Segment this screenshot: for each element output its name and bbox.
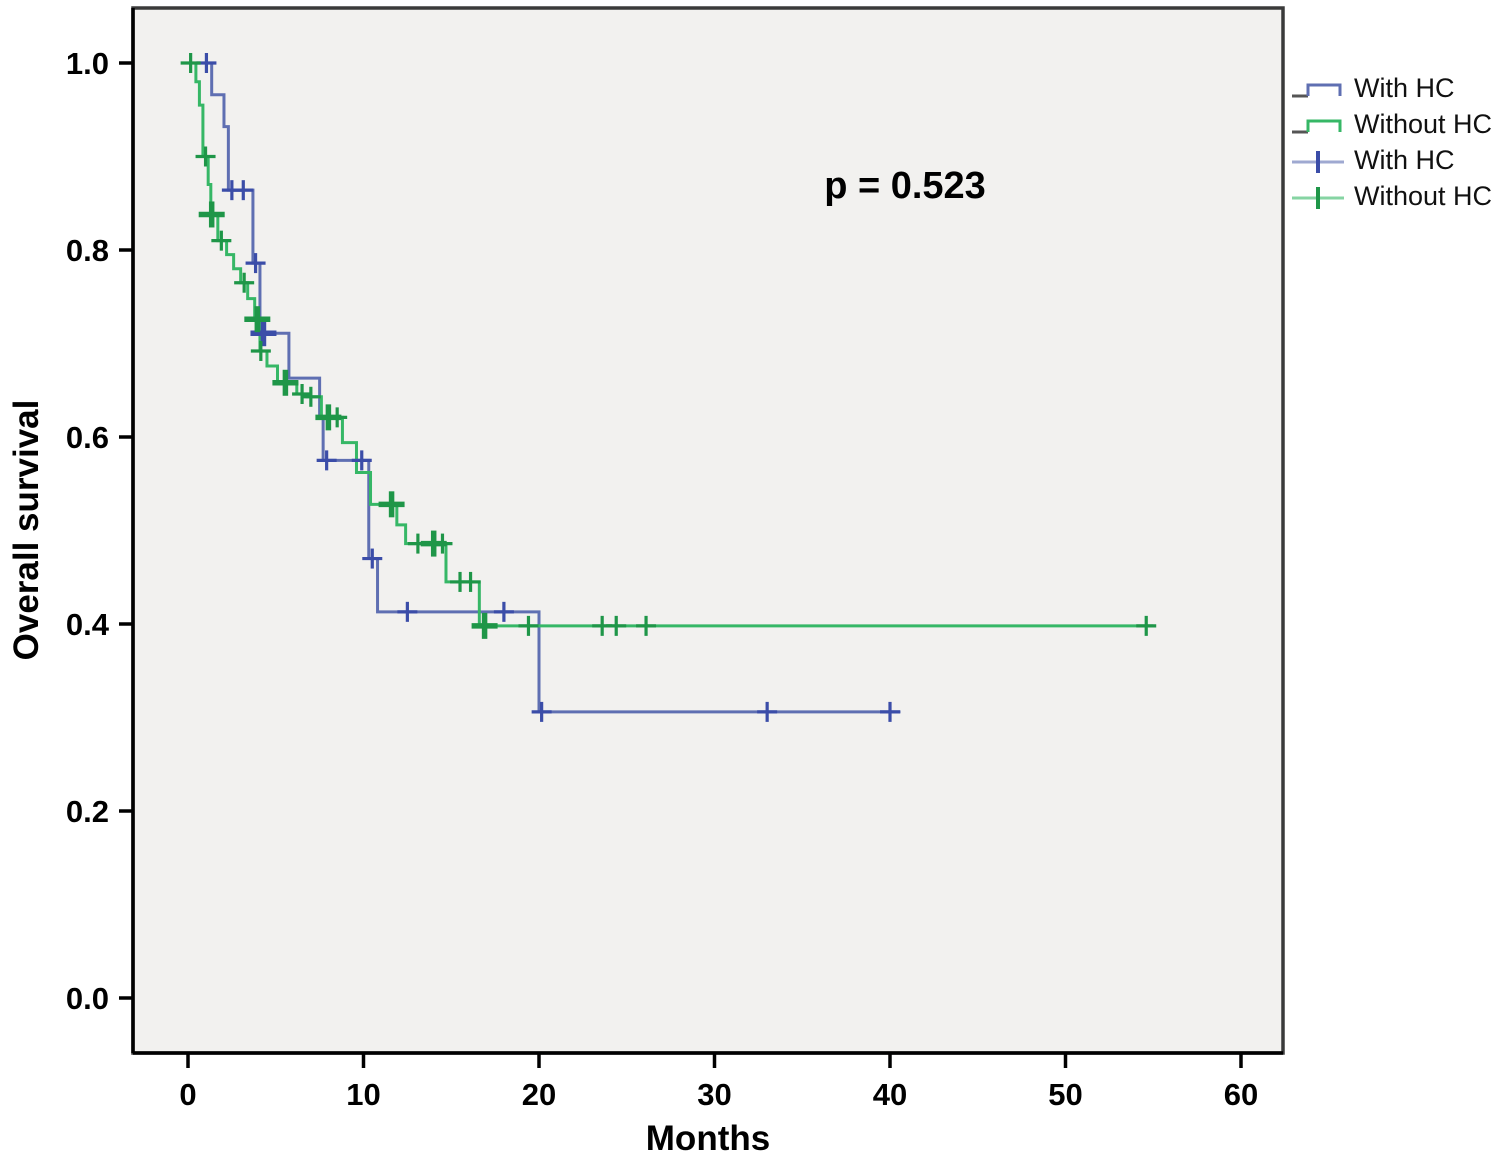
step-line-glyph-color (1306, 119, 1342, 132)
censor-marks (180, 53, 1157, 722)
censor-mark (351, 450, 372, 471)
y-tick-label: 0.6 (66, 420, 109, 455)
censor-plus-glyph (1292, 187, 1344, 209)
y-tick-label: 1.0 (66, 46, 109, 81)
censor-mark (362, 548, 383, 569)
censor-mark (233, 180, 254, 201)
legend-item-label: Without HC (1354, 181, 1492, 211)
censor-mark (636, 615, 657, 636)
legend-item-with-hc-line: With HC (1292, 73, 1455, 103)
censor-mark (211, 230, 232, 251)
censor-mark (316, 450, 337, 471)
censor-mark (460, 571, 481, 592)
censor-mark (198, 201, 225, 228)
km-curve-with-hc (188, 61, 901, 714)
censor-mark (245, 253, 266, 274)
x-tick-label: 60 (1224, 1077, 1258, 1112)
x-axis-ticks: 0 10 20 30 40 50 60 (179, 1053, 1258, 1112)
censor-mark (250, 340, 271, 361)
censor-mark (195, 146, 216, 167)
legend-item-label: Without HC (1354, 109, 1492, 139)
censor-mark (880, 701, 900, 722)
legend-item-label: With HC (1354, 145, 1455, 175)
y-tick-label: 0.2 (66, 794, 109, 829)
censor-mark (300, 386, 321, 407)
y-tick-label: 0.0 (66, 981, 109, 1016)
censor-mark (327, 407, 348, 428)
x-axis-title: Months (646, 1119, 770, 1158)
y-axis-ticks: 0.0 0.2 0.4 0.6 0.8 1.0 (66, 46, 133, 1016)
censor-mark (432, 533, 453, 554)
legend-item-with-hc-censored: With HC (1292, 145, 1455, 175)
censor-mark (471, 612, 498, 639)
x-tick-label: 20 (522, 1077, 556, 1112)
censor-mark (272, 369, 299, 396)
censor-mark (397, 601, 418, 622)
y-tick-label: 0.4 (66, 607, 110, 642)
censor-mark (531, 701, 552, 722)
censor-plus-glyph (1292, 151, 1344, 173)
censor-mark (250, 320, 277, 347)
legend-item-label: With HC (1354, 73, 1455, 103)
y-axis-title: Overall survival (7, 400, 46, 661)
x-tick-label: 0 (179, 1077, 196, 1112)
censor-mark (606, 615, 627, 636)
censor-mark (234, 272, 255, 293)
censor-mark (378, 491, 405, 518)
censor-mark (244, 306, 271, 333)
censor-mark (518, 615, 539, 636)
censor-mark (757, 701, 778, 722)
x-tick-label: 30 (697, 1077, 731, 1112)
legend-item-without-hc-line: Without HC (1292, 109, 1492, 139)
censor-mark (1136, 615, 1157, 636)
censor-mark (493, 601, 514, 622)
step-line-glyph-color (1306, 83, 1342, 96)
legend-item-without-hc-censored: Without HC (1292, 181, 1492, 211)
x-tick-label: 50 (1048, 1077, 1082, 1112)
plot-area (131, 6, 1285, 1055)
axes (131, 8, 1283, 1055)
y-tick-label: 0.8 (66, 233, 109, 268)
censor-mark (292, 383, 313, 404)
p-value-annotation: p = 0.523 (824, 165, 986, 207)
x-tick-label: 40 (873, 1077, 907, 1112)
censor-mark (180, 53, 201, 73)
legend: With HC Without HC With HC Without HC (1292, 73, 1492, 211)
x-tick-label: 10 (346, 1077, 380, 1112)
